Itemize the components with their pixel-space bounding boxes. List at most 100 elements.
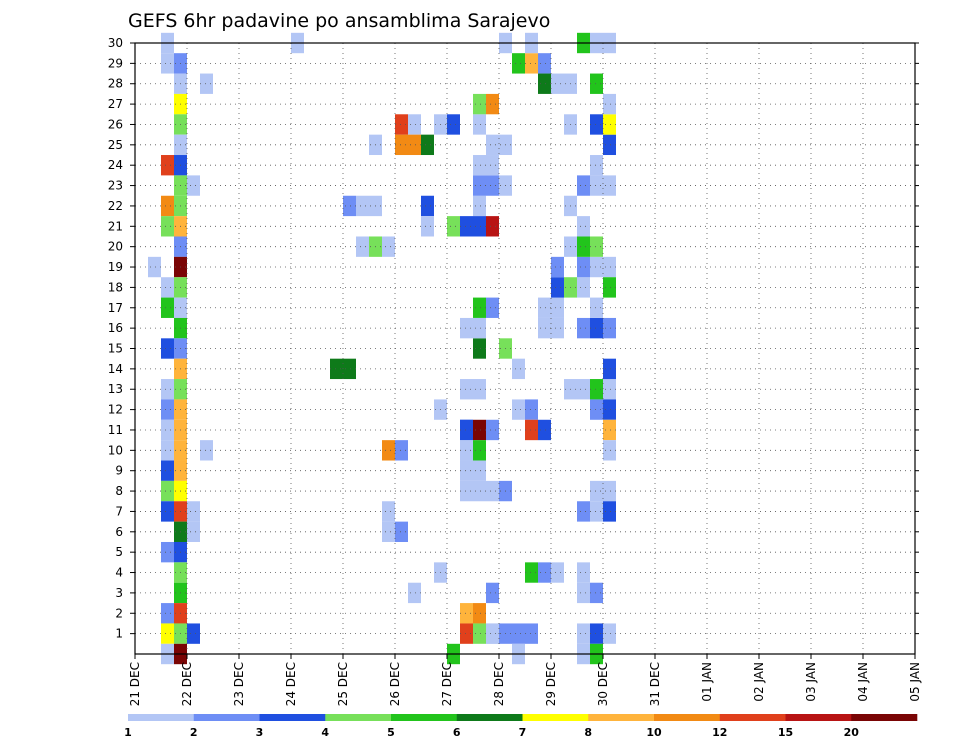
heatmap-cell (343, 358, 356, 380)
heatmap-cell (473, 155, 486, 176)
heatmap-cell (395, 440, 408, 461)
y-axis: 1234567891011121314151617181920212223242… (108, 36, 919, 641)
x-tick-label: 24 DEC (284, 662, 298, 706)
heatmap-cell (590, 399, 603, 420)
y-tick-label: 30 (108, 36, 123, 50)
heatmap-cell (161, 379, 174, 400)
colorbar-segment (391, 714, 458, 721)
y-tick-label: 26 (108, 117, 123, 131)
y-tick-label: 29 (108, 56, 123, 70)
heatmap-cell (590, 256, 603, 278)
heatmap-cell (161, 338, 174, 359)
heatmap-cell (460, 440, 473, 461)
heatmap-cell (421, 195, 434, 217)
y-tick-label: 24 (108, 158, 123, 172)
heatmap-cell (486, 93, 499, 115)
x-tick-label: 30 DEC (596, 662, 610, 706)
heatmap-cell (603, 317, 616, 339)
heatmap-cell (603, 114, 616, 135)
heatmap-cell (460, 603, 473, 624)
heatmap-cell (382, 521, 395, 542)
colorbar-segment (193, 714, 260, 721)
heatmap-cell (577, 501, 590, 522)
heatmap-cell (603, 623, 616, 644)
colorbar-segment (654, 714, 721, 721)
y-tick-label: 3 (115, 586, 123, 600)
colorbar-segment (851, 714, 918, 721)
heatmap-cell (577, 623, 590, 644)
y-tick-label: 6 (115, 525, 123, 539)
heatmap-cell (551, 562, 564, 583)
heatmap-cell (590, 73, 603, 94)
y-tick-label: 5 (115, 545, 123, 559)
heatmap-cell (473, 623, 486, 644)
heatmap-cell (486, 155, 499, 176)
colorbar-tick-label: 15 (778, 726, 793, 739)
colorbar-segment (522, 714, 589, 721)
heatmap-cell (408, 114, 421, 135)
y-tick-label: 20 (108, 240, 123, 254)
heatmap-cell (603, 501, 616, 522)
heatmap-cell (161, 297, 174, 318)
grid-lines (135, 43, 915, 654)
heatmap-cell (577, 236, 590, 257)
heatmap-cell (603, 440, 616, 461)
heatmap-cell (473, 216, 486, 237)
x-tick-label: 04 JAN (856, 662, 870, 702)
y-tick-label: 28 (108, 77, 123, 91)
heatmap-cell (382, 440, 395, 461)
heatmap-cell (473, 93, 486, 115)
heatmap-cell (460, 379, 473, 400)
heatmap-cell (590, 236, 603, 257)
y-tick-label: 19 (108, 260, 123, 274)
colorbar-tick-label: 6 (453, 726, 461, 739)
heatmap-cell (486, 216, 499, 237)
heatmap-cell (460, 216, 473, 237)
x-tick-label: 03 JAN (804, 662, 818, 702)
colorbar-tick-label: 12 (712, 726, 727, 739)
y-tick-label: 13 (108, 382, 123, 396)
heatmap-cell (590, 582, 603, 604)
heatmap-cell (382, 501, 395, 522)
data-cells (148, 32, 616, 665)
y-tick-label: 2 (115, 606, 123, 620)
heatmap-cell (486, 419, 499, 441)
heatmap-cell (577, 175, 590, 196)
heatmap-cell (447, 216, 460, 237)
y-tick-label: 9 (115, 464, 123, 478)
colorbar-segment (456, 714, 523, 721)
heatmap-cell (551, 73, 564, 94)
heatmap-cell (161, 541, 174, 563)
y-tick-label: 16 (108, 321, 123, 335)
x-tick-label: 23 DEC (232, 662, 246, 706)
heatmap-cell (590, 155, 603, 176)
heatmap-cell (330, 358, 343, 380)
heatmap-cell (603, 93, 616, 115)
x-tick-label: 02 JAN (752, 662, 766, 702)
heatmap-cell (343, 195, 356, 217)
x-axis: 21 DEC 22 DEC 23 DEC 24 DEC 25 DEC 26 DEC 27 D… (128, 654, 922, 706)
heatmap-cell (161, 155, 174, 176)
heatmap-cell (525, 419, 538, 441)
heatmap-cell (460, 317, 473, 339)
heatmap-cell (161, 53, 174, 74)
heatmap-cell (473, 317, 486, 339)
y-tick-label: 12 (108, 403, 123, 417)
colorbar-tick-label: 20 (844, 726, 860, 739)
heatmap-cell (395, 114, 408, 135)
heatmap-cell (603, 358, 616, 380)
heatmap-cell (200, 440, 213, 461)
heatmap-cell (421, 134, 434, 156)
colorbar-segment (719, 714, 786, 721)
heatmap-cell (512, 53, 525, 74)
heatmap-cell (577, 582, 590, 604)
heatmap-cell (473, 379, 486, 400)
heatmap-cell (603, 175, 616, 196)
heatmap-cell (356, 236, 369, 257)
x-tick-label: 05 JAN (908, 662, 922, 702)
heatmap-cell (161, 623, 174, 644)
heatmap-cell (161, 277, 174, 298)
heatmap-cell (473, 175, 486, 196)
heatmap-cell (460, 419, 473, 441)
heatmap-cell (590, 379, 603, 400)
